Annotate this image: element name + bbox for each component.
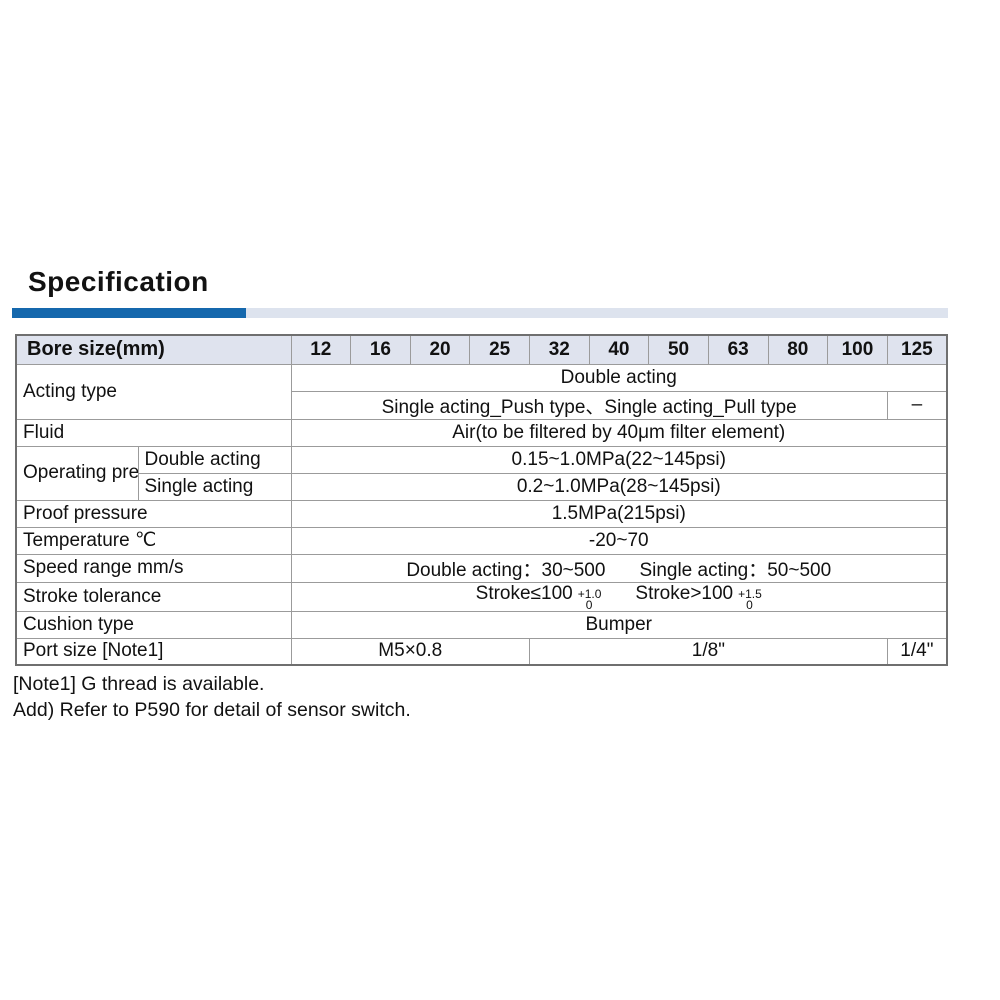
title-underline-accent <box>12 308 246 318</box>
note-line-1: [Note1] G thread is available. <box>13 673 265 695</box>
operating-pressure-double-value: 0.15~1.0MPa(22~145psi) <box>290 445 948 474</box>
page-title: Specification <box>28 266 209 297</box>
footnotes: [Note1] G thread is available. Add) Refe… <box>13 671 411 723</box>
speed-range-label: Speed range mm/s <box>15 553 292 583</box>
proof-pressure-row: Proof pressure 1.5MPa(215psi) <box>15 499 948 528</box>
bore-size-cell: 32 <box>529 334 590 365</box>
cushion-type-value: Bumper <box>290 610 948 639</box>
cushion-type-label: Cushion type <box>15 610 292 639</box>
stroke-tolerance-value: Stroke≤100 +1.0 0 Stroke>100 +1.5 0 <box>290 581 948 612</box>
stroke-le-tolerance: +1.0 0 <box>577 586 602 611</box>
port-size-eighth: 1/8" <box>529 637 888 666</box>
specification-table: Bore size(mm) 12 16 20 25 32 40 50 63 80… <box>15 334 948 666</box>
note-line-2: Add) Refer to P590 for detail of sensor … <box>13 699 411 721</box>
temperature-row: Temperature ℃ -20~70 <box>15 526 948 555</box>
proof-pressure-value: 1.5MPa(215psi) <box>290 499 948 528</box>
bore-size-cell: 25 <box>469 334 530 365</box>
operating-pressure-single-label: Single acting <box>137 472 292 501</box>
port-size-row: Port size [Note1] M5×0.8 1/8" 1/4" <box>15 637 948 666</box>
operating-pressure-single-value: 0.2~1.0MPa(28~145psi) <box>290 472 948 501</box>
speed-range-row: Speed range mm/s Double acting：30~500 Sin… <box>15 553 948 583</box>
acting-type-row-single: Single acting_Push type、Single acting_Pu… <box>16 390 948 420</box>
title-underline-bar <box>12 308 948 318</box>
bore-size-cell: 12 <box>290 334 352 365</box>
bore-size-cell: 16 <box>350 334 411 365</box>
stroke-tolerance-row: Stroke tolerance Stroke≤100 +1.0 0 Stroke>1… <box>15 581 948 612</box>
acting-type-row-double: Acting type Double acting <box>15 363 948 420</box>
acting-type-single-value: Single acting_Push type、Single acting_Pu… <box>290 390 888 420</box>
operating-pressure-double-label: Double acting <box>137 445 292 474</box>
bore-size-cell: 20 <box>409 334 471 365</box>
fluid-label: Fluid <box>15 418 292 447</box>
stroke-le-label: Stroke≤100 <box>475 582 573 604</box>
acting-type-double-value: Double acting <box>290 363 948 392</box>
bore-size-cell: 125 <box>886 334 948 365</box>
fluid-row: Fluid Air(to be filtered by 40μm filter … <box>15 418 948 447</box>
bore-size-cell: 80 <box>767 334 829 365</box>
operating-pressure-label: Operating pressure <box>15 445 139 501</box>
header-row: Bore size(mm) 12 16 20 25 32 40 50 63 80… <box>15 334 948 365</box>
operating-pressure-row-double: Operating pressure Double acting 0.15~1.… <box>15 445 948 501</box>
acting-type-single-na: – <box>886 390 948 420</box>
speed-range-double: Double acting：30~500 <box>406 559 606 581</box>
acting-type-label: Acting type <box>15 363 292 420</box>
port-size-m5: M5×0.8 <box>290 637 530 666</box>
bore-size-cell: 50 <box>648 334 709 365</box>
cushion-type-row: Cushion type Bumper <box>15 610 948 639</box>
fluid-value: Air(to be filtered by 40μm filter elemen… <box>290 418 948 447</box>
operating-pressure-row-single: Single acting 0.2~1.0MPa(28~145psi) <box>16 472 948 501</box>
proof-pressure-label: Proof pressure <box>15 499 292 528</box>
bore-size-header-label: Bore size(mm) <box>15 334 292 365</box>
speed-range-single: Single acting：50~500 <box>639 559 832 581</box>
bore-size-cell: 40 <box>588 334 650 365</box>
speed-range-value: Double acting：30~500 Single acting：50~500 <box>290 553 948 583</box>
port-size-label: Port size [Note1] <box>15 637 292 666</box>
bore-size-cell: 100 <box>827 334 888 365</box>
temperature-label: Temperature ℃ <box>15 526 292 555</box>
bore-size-cell: 63 <box>707 334 769 365</box>
stroke-gt-tolerance: +1.5 0 <box>738 586 762 611</box>
stroke-tolerance-label: Stroke tolerance <box>15 581 292 612</box>
temperature-value: -20~70 <box>290 526 948 555</box>
stroke-gt-label: Stroke>100 <box>635 582 734 604</box>
port-size-quarter: 1/4" <box>886 637 948 666</box>
